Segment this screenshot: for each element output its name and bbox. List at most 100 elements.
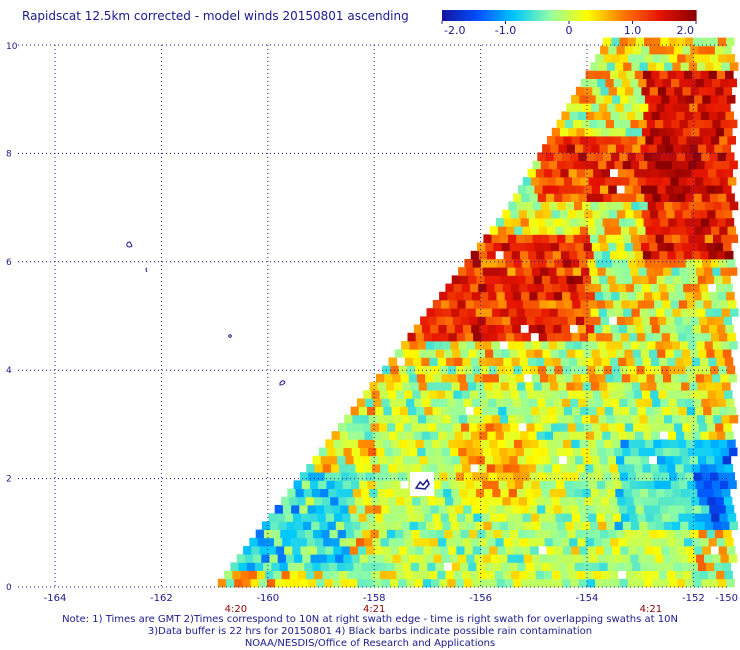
heatmap-cell	[572, 480, 581, 489]
heatmap-cell	[407, 513, 417, 522]
heatmap-cell	[519, 570, 528, 580]
heatmap-cell	[676, 291, 686, 301]
heatmap-cell	[494, 283, 504, 293]
heatmap-cell	[699, 283, 709, 293]
heatmap-cell	[456, 365, 465, 375]
heatmap-cell	[425, 373, 434, 383]
heatmap-cell	[594, 431, 603, 440]
heatmap-cell	[687, 119, 697, 129]
heatmap-cell	[588, 480, 598, 489]
heatmap-cell	[483, 414, 493, 424]
heatmap-cell	[376, 554, 385, 563]
heatmap-cell	[682, 529, 691, 539]
heatmap-cell	[682, 242, 691, 252]
heatmap-cell	[536, 324, 546, 334]
heatmap-cell	[493, 242, 502, 252]
heatmap-cell	[527, 464, 537, 473]
heatmap-cell	[627, 291, 637, 301]
heatmap-cell	[708, 464, 717, 473]
heatmap-cell	[672, 201, 681, 211]
heatmap-cell	[664, 488, 674, 498]
heatmap-cell	[723, 185, 732, 194]
heatmap-cell	[554, 193, 563, 202]
heatmap-cell	[464, 546, 474, 555]
heatmap-cell	[703, 513, 712, 522]
heatmap-cell	[681, 562, 690, 571]
heatmap-cell	[437, 357, 447, 366]
heatmap-cell	[534, 423, 544, 432]
heatmap-cell	[560, 168, 569, 178]
heatmap-cell	[565, 308, 575, 317]
heatmap-cell	[421, 464, 430, 473]
heatmap-cell	[495, 357, 504, 366]
heatmap-cell	[631, 308, 641, 317]
heatmap-cell	[484, 562, 494, 571]
heatmap-cell	[719, 300, 729, 309]
heatmap-cell	[580, 373, 590, 383]
heatmap-cell	[520, 431, 529, 440]
heatmap-cell	[508, 382, 518, 391]
heatmap-cell	[425, 447, 435, 457]
heatmap-cell	[415, 365, 424, 375]
heatmap-cell	[688, 234, 697, 243]
heatmap-cell	[685, 291, 694, 301]
heatmap-cell	[398, 546, 408, 555]
heatmap-cell	[251, 546, 260, 555]
heatmap-cell	[505, 332, 515, 342]
heatmap-cell	[617, 283, 627, 293]
heatmap-cell	[458, 267, 467, 276]
heatmap-cell	[668, 37, 678, 47]
heatmap-cell	[476, 382, 485, 391]
heatmap-cell	[600, 45, 609, 55]
heatmap-cell	[590, 521, 599, 530]
heatmap-cell	[352, 488, 362, 498]
heatmap-cell	[669, 439, 679, 448]
heatmap-cell	[392, 373, 401, 383]
heatmap-cell	[553, 291, 563, 301]
heatmap-cell	[574, 103, 584, 112]
heatmap-cell	[639, 62, 649, 71]
heatmap-cell	[573, 201, 583, 211]
heatmap-cell	[646, 373, 656, 383]
heatmap-cell	[426, 308, 436, 317]
heatmap-cell	[494, 570, 504, 580]
heatmap-cell	[601, 357, 611, 366]
heatmap-cell	[686, 226, 696, 235]
heatmap-cell	[498, 480, 508, 489]
heatmap-cell	[518, 209, 528, 219]
heatmap-cell	[593, 168, 602, 178]
heatmap-cell	[672, 414, 681, 424]
heatmap-cell	[253, 554, 262, 563]
heatmap-cell	[569, 431, 578, 440]
heatmap-cell	[641, 242, 650, 252]
heatmap-cell	[629, 480, 639, 489]
heatmap-cell	[531, 554, 541, 563]
heatmap-cell	[358, 439, 367, 448]
heatmap-cell	[347, 537, 357, 547]
heatmap-cell	[469, 496, 479, 506]
heatmap-cell	[352, 521, 361, 530]
colorbar-cell	[521, 10, 526, 21]
heatmap-cell	[610, 70, 619, 79]
colorbar-cell	[513, 10, 519, 21]
heatmap-cell	[557, 414, 566, 424]
heatmap-cell	[373, 578, 383, 588]
heatmap-cell	[705, 382, 715, 391]
colorbar-cell	[592, 10, 598, 21]
heatmap-cell	[610, 537, 619, 547]
heatmap-cell	[422, 578, 432, 588]
heatmap-cell	[682, 496, 692, 506]
heatmap-cell	[531, 300, 540, 309]
heatmap-cell	[663, 119, 672, 129]
heatmap-cell	[697, 103, 707, 112]
heatmap-cell	[499, 267, 508, 276]
heatmap-cell	[623, 308, 632, 317]
heatmap-cell	[547, 513, 556, 522]
heatmap-cell	[375, 513, 384, 522]
heatmap-cell	[582, 382, 592, 391]
heatmap-cell	[652, 398, 661, 407]
heatmap-cell	[403, 529, 412, 539]
heatmap-cell	[670, 300, 680, 309]
heatmap-cell	[629, 406, 638, 416]
heatmap-cell	[578, 152, 587, 161]
